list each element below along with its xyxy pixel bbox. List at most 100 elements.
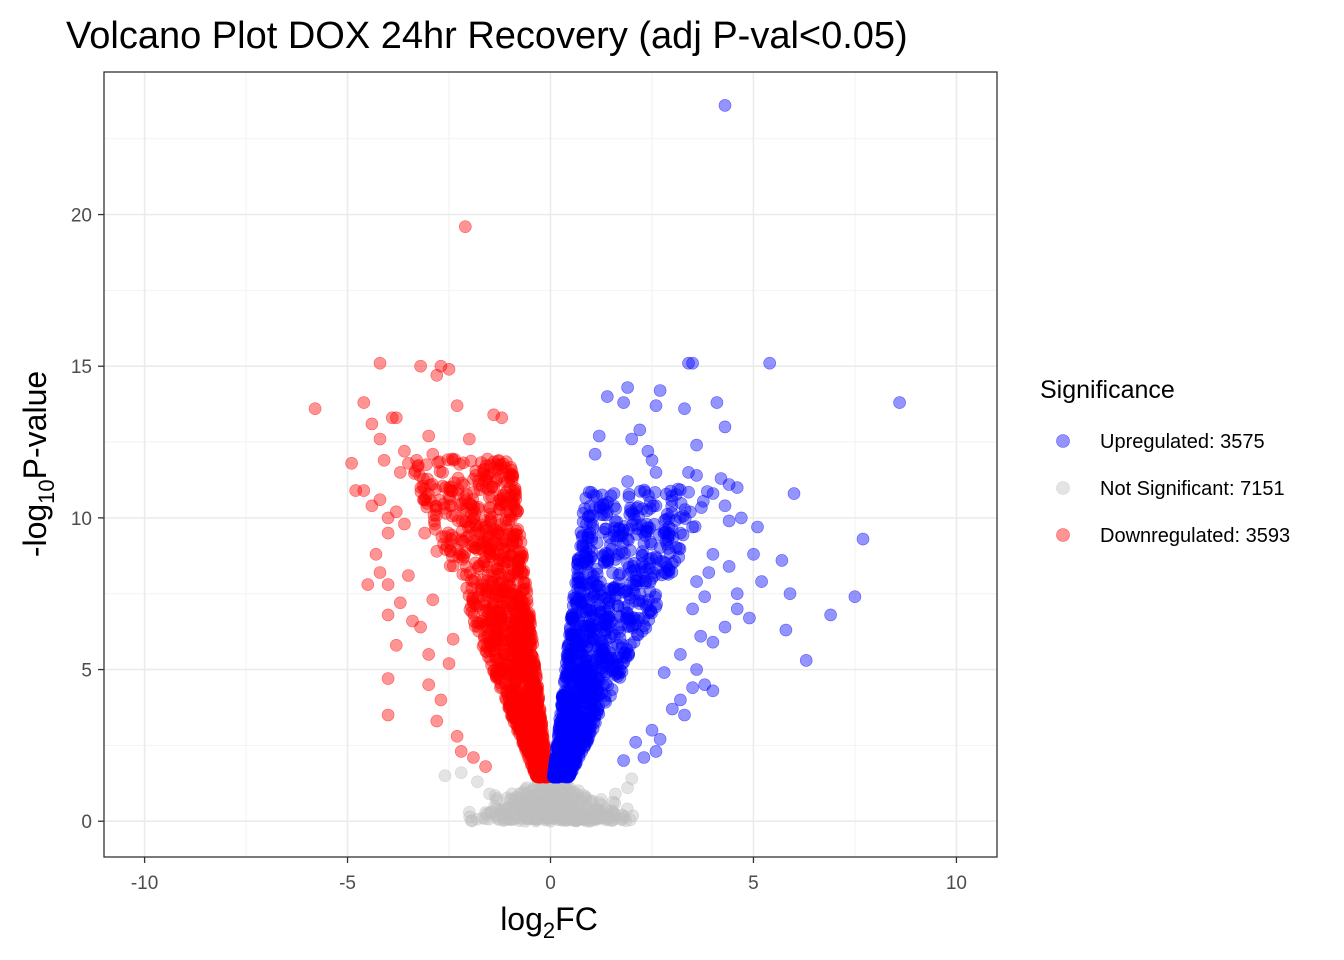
downregulated-point: [361, 578, 375, 591]
upregulated-point: [694, 629, 708, 643]
y-tick-label: 20: [71, 206, 92, 227]
legend-title: Significance: [1040, 376, 1175, 404]
downregulated-point: [442, 362, 456, 376]
upregulated-point: [614, 582, 628, 596]
upregulated-point: [617, 396, 630, 409]
upregulated-point: [678, 402, 691, 416]
upregulated-point: [730, 602, 744, 616]
upregulated-point: [730, 587, 744, 601]
upregulated-point: [611, 651, 625, 665]
upregulated-point: [622, 610, 635, 624]
downregulated-point: [381, 511, 395, 525]
not-significant-point: [483, 787, 496, 801]
not-significant-point: [573, 809, 587, 823]
downregulated-point: [430, 714, 444, 728]
downregulated-point: [422, 678, 436, 692]
downregulated-point: [443, 559, 457, 573]
downregulated-point: [524, 638, 538, 652]
not-significant-point: [544, 814, 557, 828]
x-tick-label: 10: [946, 873, 967, 894]
upregulated-point: [686, 520, 699, 534]
upregulated-point: [649, 466, 663, 479]
downregulated-point: [487, 663, 501, 677]
upregulated-point: [686, 602, 699, 616]
not-significant-point: [494, 807, 508, 821]
upregulated-point: [706, 684, 720, 698]
upregulated-point: [612, 568, 626, 582]
downregulated-point: [504, 596, 518, 610]
upregulated-point: [706, 547, 720, 561]
downregulated-point: [526, 637, 540, 651]
legend: Significance Upregulated: 3575 Not Signif…: [1040, 376, 1290, 547]
downregulated-point: [466, 512, 480, 526]
downregulated-point: [464, 454, 478, 468]
downregulated-point: [446, 453, 460, 467]
upregulated-point: [598, 522, 612, 536]
upregulated-point: [601, 554, 615, 568]
downregulated-point: [373, 566, 387, 579]
upregulated-point: [577, 671, 591, 685]
upregulated-point: [593, 500, 607, 513]
downregulated-point: [466, 592, 479, 605]
not-significant-point: [572, 784, 585, 798]
downregulated-point: [501, 667, 515, 681]
upregulated-point: [592, 429, 606, 443]
upregulated-point: [627, 635, 641, 649]
downregulated-point: [503, 471, 517, 485]
upregulated-point: [848, 590, 862, 604]
not-significant-point: [471, 775, 484, 789]
upregulated-point: [645, 453, 659, 467]
upregulated-point: [755, 575, 768, 588]
upregulated-point: [718, 99, 732, 112]
legend-key: [1056, 528, 1070, 542]
downregulated-point: [486, 598, 500, 611]
upregulated-point: [649, 745, 663, 758]
upregulated-point: [718, 420, 732, 434]
upregulated-point: [594, 652, 607, 666]
upregulated-point: [706, 635, 720, 649]
downregulated-point: [420, 497, 434, 510]
upregulated-point: [647, 517, 661, 531]
not-significant-point: [479, 812, 492, 826]
downregulated-point: [491, 652, 504, 666]
upregulated-point: [763, 356, 777, 370]
upregulated-point: [686, 356, 699, 370]
downregulated-point: [493, 548, 506, 562]
upregulated-point: [588, 447, 602, 461]
downregulated-point: [532, 719, 546, 732]
downregulated-point: [467, 751, 480, 764]
downregulated-point: [381, 608, 395, 622]
upregulated-point: [824, 608, 837, 622]
upregulated-point: [718, 499, 732, 513]
downregulated-point: [481, 568, 495, 582]
upregulated-point: [590, 579, 604, 592]
upregulated-point: [743, 611, 756, 625]
not-significant-point: [550, 784, 564, 798]
downregulated-point: [506, 534, 519, 548]
downregulated-point: [446, 559, 460, 573]
downregulated-point: [471, 620, 485, 633]
legend-entries: Upregulated: 3575 Not Significant: 7151 Do…: [1056, 431, 1290, 547]
upregulated-point: [665, 557, 679, 570]
downregulated-point: [458, 220, 472, 233]
upregulated-point: [775, 554, 789, 567]
downregulated-point: [478, 514, 492, 527]
downregulated-point: [418, 526, 432, 540]
not-significant-point: [520, 788, 534, 802]
upregulated-point: [560, 648, 574, 662]
not-significant-point: [463, 805, 476, 819]
upregulated-point: [625, 432, 639, 446]
downregulated-point: [450, 399, 464, 413]
upregulated-point: [630, 501, 643, 515]
downregulated-point: [494, 518, 508, 532]
not-significant-point: [584, 814, 597, 827]
not-significant-point: [519, 808, 533, 822]
upregulated-point: [779, 623, 793, 637]
upregulated-point: [609, 502, 622, 516]
downregulated-point: [535, 737, 549, 751]
downregulated-point: [448, 508, 462, 522]
downregulated-point: [414, 481, 428, 495]
not-significant-point: [577, 789, 591, 802]
upregulated-point: [621, 381, 634, 394]
